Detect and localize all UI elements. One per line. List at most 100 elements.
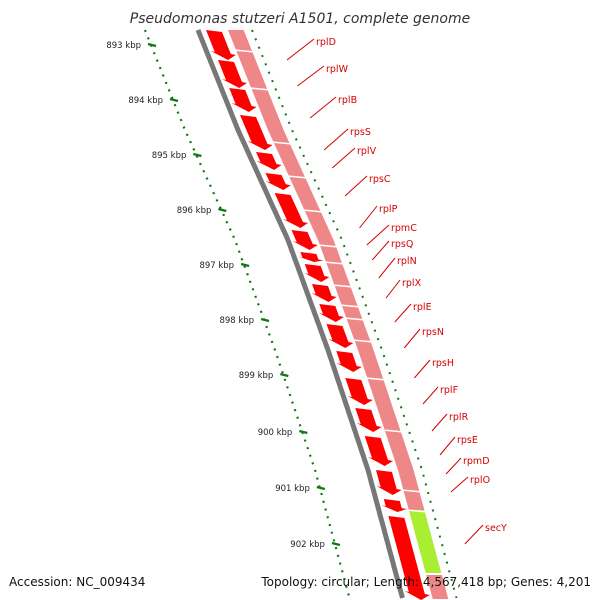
gene-arrow-rpmD bbox=[376, 470, 402, 495]
gene-arrow-rplW bbox=[218, 60, 247, 88]
callout-line bbox=[403, 328, 421, 349]
gene-label-rplO: rplO bbox=[470, 475, 490, 486]
band-separator bbox=[339, 304, 361, 308]
gene-arrow-secY bbox=[388, 516, 430, 600]
callout-line bbox=[331, 147, 356, 169]
genome-summary: Topology: circular; Length: 4,567,418 bp… bbox=[260, 575, 591, 589]
band-separator bbox=[365, 377, 387, 381]
gene-arrows bbox=[206, 30, 430, 600]
callout-line bbox=[359, 205, 378, 229]
ruler-line bbox=[143, 29, 351, 599]
gene-band-red-tail bbox=[426, 575, 449, 599]
ruler-label: 898 kbp bbox=[219, 316, 254, 326]
gene-arrow-rpsE bbox=[364, 436, 393, 466]
callout-line bbox=[445, 457, 462, 475]
gene-arrow-rplD bbox=[206, 30, 236, 60]
gene-arrow-rpsS bbox=[240, 115, 273, 150]
gene-arrow-rplR bbox=[355, 408, 382, 432]
gene-label-rpsQ: rpsQ bbox=[391, 239, 413, 250]
gene-label-rplW: rplW bbox=[326, 64, 349, 75]
gene-label-rpsS: rpsS bbox=[350, 127, 371, 138]
gene-arrow-rplE bbox=[318, 304, 344, 322]
ruler-label: 893 kbp bbox=[106, 41, 141, 51]
ruler-label: 894 kbp bbox=[128, 96, 163, 106]
gene-label-rpmD: rpmD bbox=[463, 456, 490, 467]
callout-line bbox=[464, 524, 484, 545]
band-separator bbox=[233, 49, 256, 53]
gene-arrow-rpmC bbox=[291, 230, 318, 250]
gene-arrow-rplF bbox=[345, 378, 373, 405]
gene-arrow-rplN bbox=[304, 264, 330, 282]
gene-label-secY: secY bbox=[485, 523, 507, 534]
backbone-line bbox=[195, 29, 405, 599]
ruler-label: 895 kbp bbox=[152, 151, 187, 161]
ruler-tick bbox=[169, 97, 179, 103]
callout-line bbox=[371, 240, 390, 261]
ruler-tick bbox=[299, 429, 308, 435]
ruler-tick bbox=[218, 207, 227, 213]
gene-arrow-rplB bbox=[229, 88, 257, 112]
ruler-tick bbox=[193, 152, 202, 158]
ruler-label: 902 kbp bbox=[290, 540, 325, 550]
gene-arrow-rplV bbox=[256, 152, 282, 170]
callout-line bbox=[450, 476, 469, 493]
gene-label-rpsC: rpsC bbox=[369, 174, 391, 185]
callout-line bbox=[378, 257, 396, 279]
gene-arrow-rpsQ bbox=[298, 252, 324, 262]
band-separator bbox=[352, 339, 374, 343]
gene-label-rplX: rplX bbox=[402, 278, 422, 289]
gene-arrow-rpsH bbox=[336, 351, 362, 372]
callout-line bbox=[394, 303, 412, 323]
gene-label-rplB: rplB bbox=[338, 95, 357, 106]
gene-label-rpsH: rpsH bbox=[432, 358, 454, 369]
callout-line bbox=[309, 96, 337, 119]
band-separator bbox=[271, 141, 293, 145]
gene-arrow-rpsC bbox=[265, 173, 291, 190]
gene-label-rplF: rplF bbox=[440, 385, 458, 396]
ruler-label: 897 kbp bbox=[199, 261, 234, 271]
ruler-tick bbox=[240, 262, 250, 268]
band-separator bbox=[286, 175, 308, 179]
band-separator bbox=[249, 87, 271, 91]
ruler-label: 899 kbp bbox=[239, 371, 274, 381]
band-separator bbox=[323, 261, 346, 265]
gene-label-rplD: rplD bbox=[316, 37, 336, 48]
accession-label: Accession: NC_009434 bbox=[9, 575, 145, 589]
gene-callouts: rplD rplW rplB rpsS rplV rpsC rplP rpmC rpsQ rplN… bbox=[286, 37, 507, 545]
gene-arrow-rpsN bbox=[326, 324, 354, 348]
gene-arrow-rplX bbox=[311, 284, 337, 302]
band-separator bbox=[401, 489, 423, 493]
gene-arrow-rplP bbox=[274, 193, 308, 228]
callout-line bbox=[439, 436, 456, 456]
gene-label-rplE: rplE bbox=[413, 302, 432, 313]
kbp-ruler: 893 kbp 894 kbp 895 kbp 896 kbp 897 kbp 898 k… bbox=[106, 29, 351, 599]
band-separator bbox=[332, 284, 354, 288]
gene-label-rplN: rplN bbox=[397, 256, 417, 267]
ruler-tick bbox=[147, 42, 157, 48]
gene-band-red bbox=[228, 30, 425, 510]
genome-backbone bbox=[195, 29, 458, 599]
gene-label-rplP: rplP bbox=[379, 204, 398, 215]
callout-line bbox=[413, 359, 431, 379]
callout-line bbox=[431, 413, 448, 432]
ruler-tick bbox=[260, 317, 270, 323]
callout-line bbox=[323, 128, 349, 151]
gene-band-secY bbox=[408, 510, 442, 573]
ruler-label: 900 kbp bbox=[258, 428, 293, 438]
minor-ticks bbox=[251, 29, 458, 599]
callout-line bbox=[286, 38, 315, 61]
map-title: Pseudomonas stutzeri A1501, complete gen… bbox=[130, 11, 470, 27]
band-separator bbox=[382, 429, 404, 433]
gene-band bbox=[228, 30, 449, 599]
gene-arrow-rplO bbox=[381, 499, 407, 512]
gene-label-rpmC: rpmC bbox=[391, 223, 417, 234]
ruler-tick bbox=[316, 485, 326, 491]
gene-label-rplV: rplV bbox=[357, 146, 377, 157]
ruler-tick bbox=[331, 541, 341, 547]
gene-label-rplR: rplR bbox=[449, 412, 469, 423]
ruler-tick bbox=[280, 372, 289, 378]
callout-line bbox=[385, 279, 401, 299]
band-separator bbox=[302, 209, 324, 213]
callout-line bbox=[422, 386, 439, 405]
